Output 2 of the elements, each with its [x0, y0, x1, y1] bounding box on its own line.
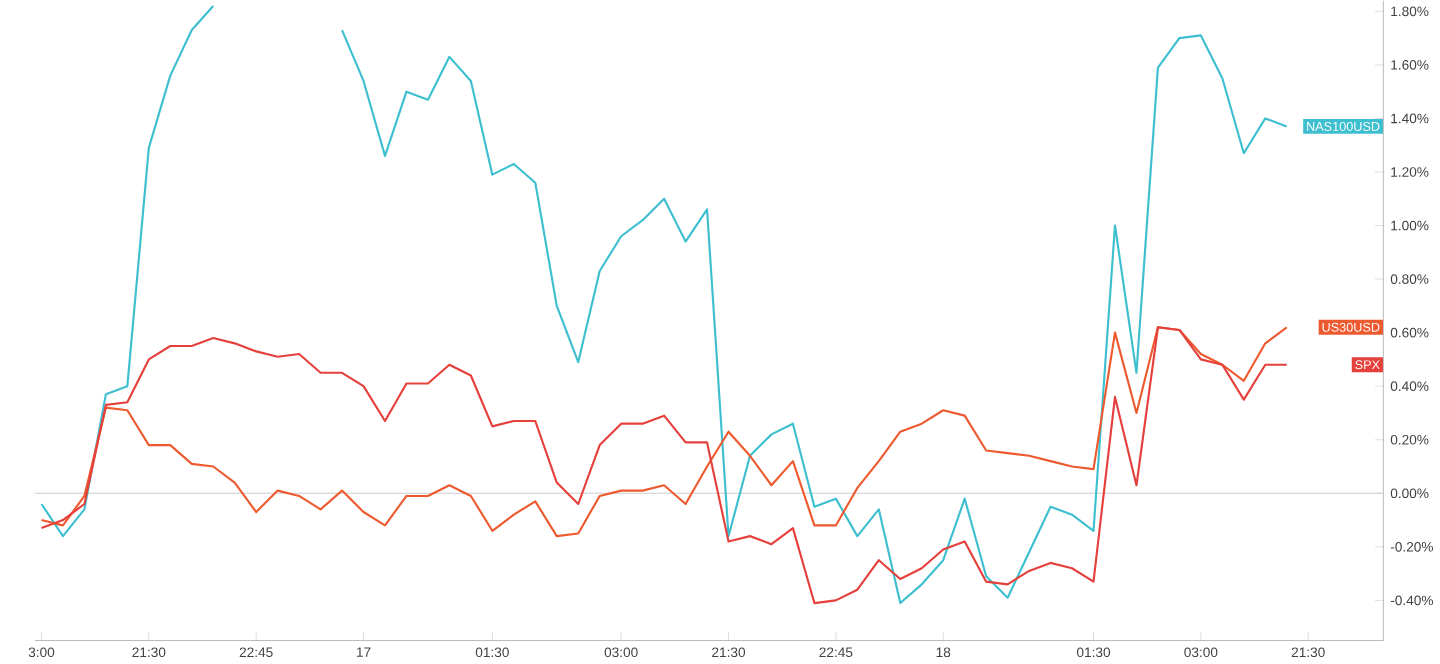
line-series [40, 326, 1288, 605]
line-series [40, 326, 1288, 538]
